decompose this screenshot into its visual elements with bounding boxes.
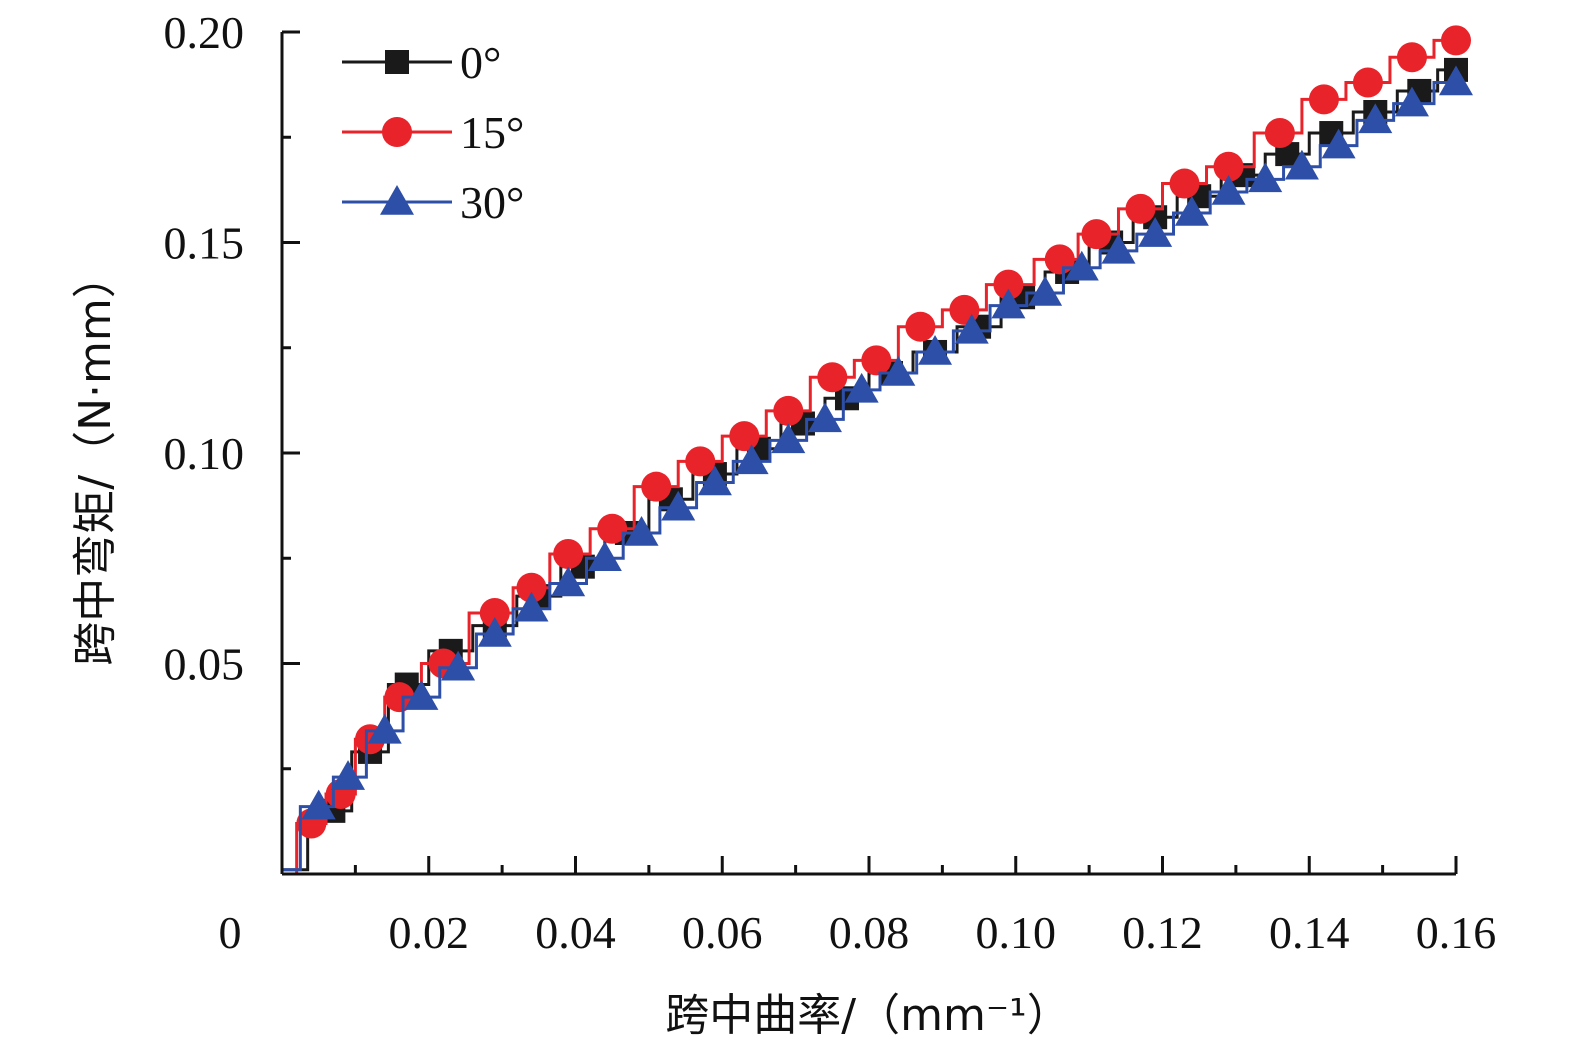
legend-item: 15°: [342, 107, 524, 158]
data-point: [367, 713, 402, 744]
data-point: [1284, 149, 1319, 180]
data-point: [404, 680, 439, 710]
legend-label: 15°: [460, 107, 524, 158]
y-tick-label: 0.20: [164, 7, 245, 58]
data-point: [641, 471, 672, 502]
data-point: [1169, 168, 1200, 199]
legend-item: 30°: [342, 177, 524, 228]
y-tick-label: 0.05: [164, 639, 245, 690]
data-point: [516, 572, 547, 603]
x-tick-label: 0.16: [1416, 907, 1497, 958]
data-point: [1321, 128, 1356, 159]
legend-marker: [385, 50, 409, 74]
data-point: [807, 402, 842, 433]
data-point: [597, 513, 628, 544]
data-point: [861, 345, 892, 376]
data-point: [905, 311, 936, 342]
series-line: [282, 81, 1456, 872]
x-axis-title: 跨中曲率/（mm⁻¹）: [665, 990, 1070, 1041]
data-point: [624, 515, 659, 546]
data-point: [1213, 151, 1244, 182]
x-tick-label: 0.02: [389, 907, 470, 958]
data-point: [773, 395, 804, 426]
axes: 0 0.02 0.04 0.06 0.08 0.10 0.12 0.14 0.16 0.050.…: [164, 7, 1497, 958]
x-tick-label: 0.08: [829, 907, 910, 958]
y-tick-label: 0.10: [164, 428, 245, 479]
y-axis-title: 跨中弯矩/（N·mm）: [70, 254, 121, 665]
x-tick-label: 0.10: [976, 907, 1057, 958]
data-point: [729, 421, 760, 452]
data-point: [551, 566, 586, 597]
data-point: [1264, 118, 1295, 149]
x-tick-label: 0.12: [1122, 907, 1203, 958]
data-point: [301, 789, 336, 820]
y-ticks: 0.05 0.10 0.15 0.20: [164, 7, 300, 771]
data-point: [771, 423, 806, 454]
data-point: [477, 617, 512, 647]
data-point: [817, 362, 848, 393]
data-point: [1138, 217, 1173, 247]
data-point: [1028, 276, 1063, 306]
data-point: [1248, 162, 1283, 193]
data-point: [1439, 65, 1473, 96]
data-point: [685, 446, 716, 477]
data-point: [954, 313, 989, 344]
data-point: [1081, 219, 1112, 250]
data-point: [734, 444, 769, 475]
data-point: [1044, 244, 1075, 275]
x-ticks: 0 0.02 0.04 0.06 0.08 0.10 0.12 0.14 0.16: [219, 856, 1497, 958]
x-tick-label: 0.04: [535, 907, 616, 958]
legend-item: 0°: [342, 37, 501, 88]
y-tick-label: 0.15: [164, 218, 245, 269]
x-tick-label: 0.14: [1269, 907, 1350, 958]
data-point: [881, 356, 916, 386]
data-point: [1064, 250, 1099, 281]
data-point: [553, 539, 584, 570]
data-point: [384, 682, 415, 713]
legend-label: 0°: [460, 37, 501, 88]
legend: 0° 15° 30°: [342, 37, 524, 228]
legend-label: 30°: [460, 177, 524, 228]
data-point: [993, 269, 1024, 300]
x-tick-label: 0: [219, 907, 242, 958]
data-point: [1101, 233, 1136, 264]
data-point: [1174, 196, 1209, 226]
data-point: [1211, 174, 1246, 205]
data-point: [1394, 86, 1429, 117]
data-point: [1441, 25, 1471, 56]
data-point: [1352, 67, 1383, 98]
legend-marker: [380, 185, 414, 215]
data-point: [441, 650, 476, 681]
data-point: [1396, 42, 1427, 73]
data-point: [661, 490, 696, 521]
series-layer: [282, 25, 1473, 876]
data-point: [697, 465, 732, 496]
data-point: [514, 591, 549, 622]
data-point: [587, 541, 622, 571]
data-point: [1358, 103, 1393, 134]
data-point: [1308, 84, 1339, 115]
data-point: [331, 760, 366, 790]
data-point: [1125, 193, 1156, 224]
series-triangle: [282, 65, 1473, 872]
legend-marker: [382, 117, 412, 147]
x-tick-label: 0.06: [682, 907, 763, 958]
data-point: [479, 597, 510, 628]
data-point: [844, 372, 879, 403]
data-point: [991, 288, 1026, 319]
data-point: [918, 334, 953, 365]
